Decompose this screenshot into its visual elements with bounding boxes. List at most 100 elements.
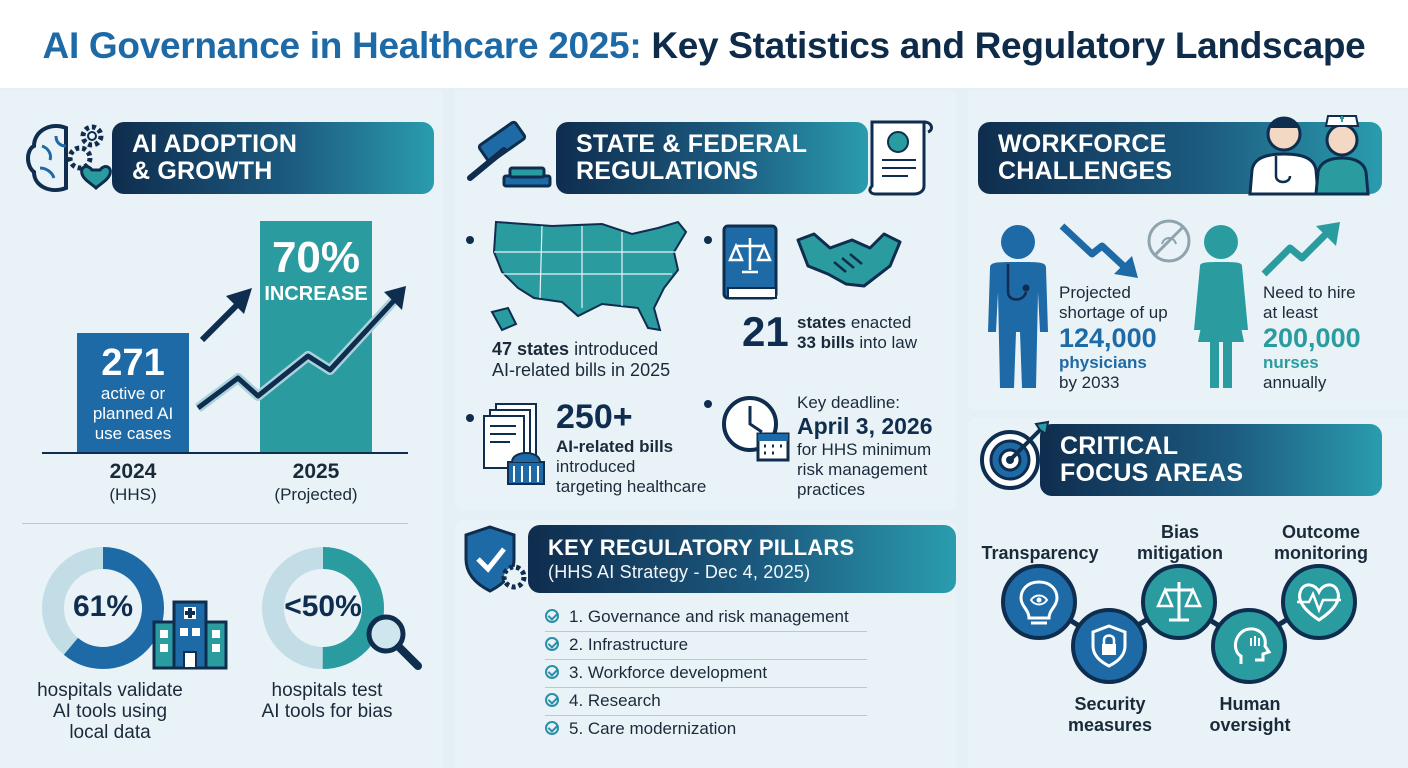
focus-oversight-line1: Human [1219, 694, 1281, 714]
shield-gear-icon [464, 525, 527, 593]
deadline-text2: for HHS minimum [797, 440, 932, 459]
bills-text: AI-related bills introduced targeting he… [556, 437, 706, 497]
bar-2024-desc-3: use cases [94, 424, 172, 443]
heart-monitor-icon [1297, 583, 1341, 622]
clock-calendar-icon [722, 396, 790, 462]
title-part-2: Key Statistics and Regulatory Landscape [651, 25, 1366, 66]
pillar-label: 2. Infrastructure [569, 635, 689, 654]
pillar-item: 1. Governance and risk management [545, 604, 867, 632]
brain-gear-heart-icon [26, 124, 112, 192]
states-enacted-text1b: enacted [850, 313, 912, 332]
bar-2025-value: 70% [271, 233, 361, 282]
no-staff-icon [1147, 219, 1191, 263]
bar-2024-axis-label: 2024 (HHS) [72, 460, 194, 506]
pillar-item: 5. Care modernization [545, 716, 867, 744]
focus-bias-label: Bias mitigation [1120, 522, 1240, 564]
bills-text1: AI-related bills [556, 437, 674, 456]
validate-label-3: local data [69, 722, 151, 743]
pillars-heading: KEY REGULATORY PILLARS [548, 535, 855, 560]
bar-2024-desc-1: active or [100, 384, 166, 403]
nurses-number: 200,000 [1263, 323, 1361, 353]
bar-2024-label: 271 active or planned AI use cases [77, 342, 189, 444]
states-enacted-text: states enacted 33 bills into law [797, 313, 917, 353]
page-title: AI Governance in Healthcare 2025: Key St… [0, 0, 1408, 92]
physicians-stat: Projected shortage of up 124,000 physici… [1059, 283, 1168, 393]
bar-2024 [77, 333, 189, 452]
human-head-icon [1234, 627, 1272, 664]
bar-2024-desc-2: planned AI [92, 404, 174, 423]
states-introduced-stat: 47 states introduced AI-related bills in… [492, 339, 670, 381]
hospital-icon [152, 600, 228, 670]
bills-number: 250+ [556, 398, 633, 436]
focus-outcome-line2: monitoring [1274, 543, 1368, 563]
deadline-text3: risk management [797, 460, 928, 479]
physicians-number: 124,000 [1059, 323, 1157, 353]
bullet [704, 400, 712, 408]
check-icon [545, 609, 559, 623]
adoption-heading-line2: & GROWTH [132, 157, 273, 185]
note-2024: (HHS) [109, 485, 157, 504]
check-icon [545, 637, 559, 651]
us-map-icon [490, 220, 688, 332]
decline-arrow-icon [1059, 223, 1138, 278]
year-2024: 2024 [109, 460, 157, 483]
focus-bias-circle [1141, 564, 1217, 640]
bills-text3: targeting healthcare [556, 477, 707, 496]
scales-icon [1156, 582, 1202, 622]
pillar-label: 3. Workforce development [569, 663, 768, 682]
deadline-text4: practices [797, 480, 866, 499]
validate-label-2: AI tools using [52, 701, 168, 722]
pillar-item: 4. Research [545, 688, 867, 716]
document-seal-icon [868, 120, 933, 196]
pillars-banner: KEY REGULATORY PILLARS (HHS AI Strategy … [528, 525, 956, 593]
focus-outcome-label: Outcome monitoring [1256, 522, 1386, 564]
pillars-subheading: (HHS AI Strategy - Dec 4, 2025) [548, 562, 811, 582]
focus-bias-line2: mitigation [1137, 543, 1223, 563]
regulations-banner: STATE & FEDERAL REGULATIONS [556, 122, 868, 194]
bullet [704, 236, 712, 244]
adoption-heading-line1: AI ADOPTION [132, 130, 298, 158]
focus-outcome-line1: Outcome [1281, 522, 1360, 542]
bills-text2: introduced [556, 457, 636, 476]
section-divider [22, 523, 408, 524]
focus-heading-line1: CRITICAL [1060, 432, 1179, 460]
focus-transparency-label: Transparency [981, 543, 1099, 563]
chart-axis [42, 452, 408, 454]
validate-label-1: hospitals validate [37, 680, 183, 701]
title-part-1: AI Governance in Healthcare 2025: [42, 25, 642, 66]
focus-transparency-circle [1001, 564, 1077, 640]
nurse-figure-icon [1194, 225, 1248, 388]
doctor-nurse-icon [1248, 115, 1370, 196]
regulations-heading-line1: STATE & FEDERAL [576, 130, 808, 158]
nurses-text1: Need to hire [1263, 283, 1356, 302]
bias-label-1: hospitals test [271, 680, 383, 701]
states-enacted-text2a: 33 bills [797, 333, 855, 352]
bar-2025-desc: INCREASE [264, 283, 368, 305]
title-bar: AI Governance in Healthcare 2025: Key St… [0, 0, 1408, 88]
nurses-text2: at least [1263, 303, 1318, 322]
physicians-role: physicians [1059, 353, 1147, 372]
donut-validate-value: 61% [72, 590, 134, 623]
pillar-item: 3. Workforce development [545, 660, 867, 688]
donut-bias-chart [262, 547, 384, 669]
magnifier-icon [366, 614, 422, 670]
states-enacted-number: 21 [742, 308, 789, 355]
pillar-label: 5. Care modernization [569, 719, 737, 738]
states-enacted-text1a: states [797, 313, 847, 332]
pillar-label: 4. Research [569, 691, 661, 710]
law-book-icon [722, 224, 778, 300]
physicians-text3: by 2033 [1059, 373, 1120, 392]
bullet [466, 414, 474, 422]
bar-2025-label: 70% INCREASE [255, 234, 377, 306]
note-2025: (Projected) [274, 485, 358, 504]
workforce-heading-line1: WORKFORCE [998, 130, 1167, 158]
donut-bias-value: <50% [284, 590, 362, 623]
focus-security-circle [1071, 608, 1147, 684]
gavel-icon [467, 120, 552, 188]
focus-bias-line1: Bias [1160, 522, 1200, 542]
donut-validate-chart [42, 547, 164, 669]
shield-lock-icon [1091, 624, 1127, 668]
states-introduced-text2: AI-related bills in 2025 [492, 360, 671, 380]
focus-banner: CRITICAL FOCUS AREAS [1040, 424, 1382, 496]
pillar-item: 2. Infrastructure [545, 632, 867, 660]
